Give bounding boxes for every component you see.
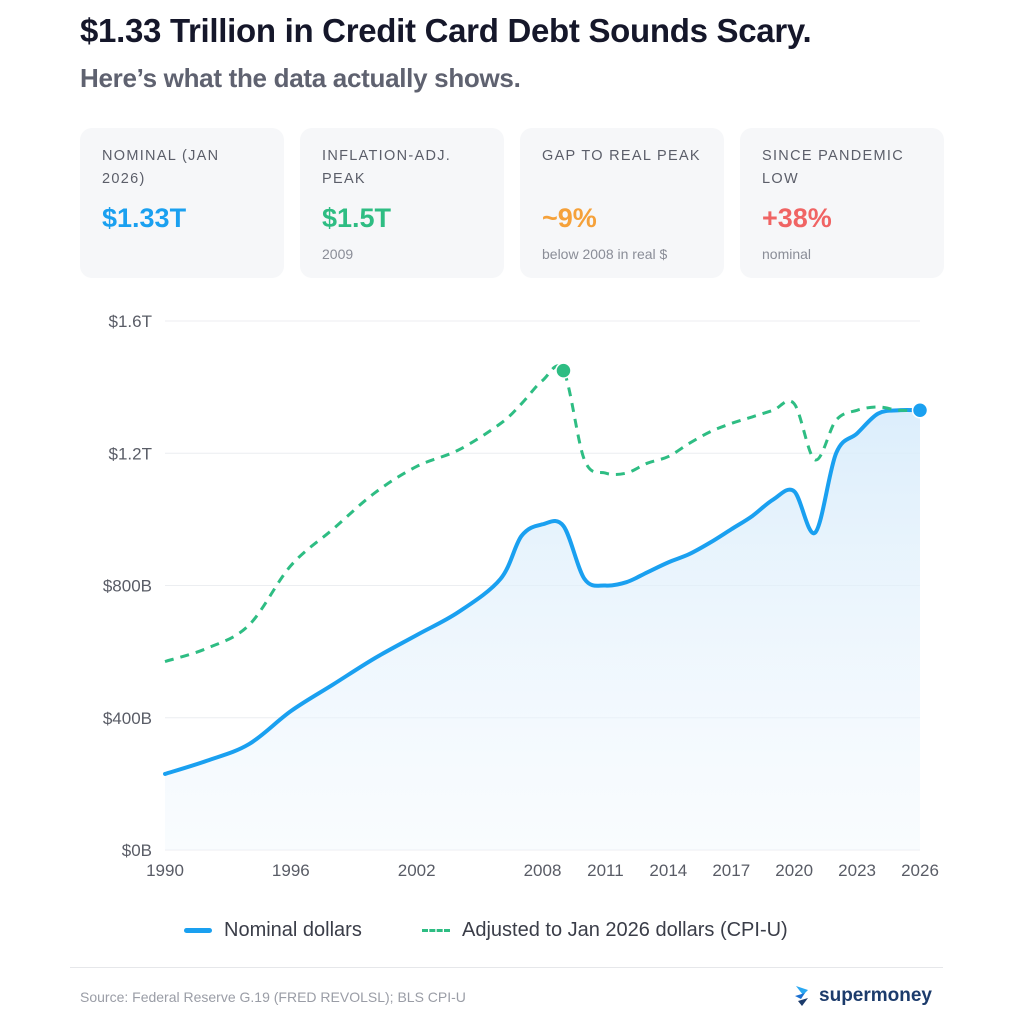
legend-dashed-line-icon (422, 929, 450, 932)
x-tick-label: 2014 (649, 861, 687, 880)
stat-card-label: SINCE PANDEMIC LOW (762, 148, 905, 187)
stat-card-label: GAP TO REAL PEAK (542, 148, 701, 164)
stat-card-since-low: SINCE PANDEMIC LOW +38% nominal (740, 128, 944, 278)
stat-card-note: 2009 (322, 246, 354, 262)
stat-card-value: ~9% (542, 203, 597, 233)
legend-item-adjusted: Adjusted to Jan 2026 dollars (CPI-U) (422, 919, 788, 942)
supermoney-logo-icon (795, 986, 809, 1006)
series-area-0 (165, 410, 920, 850)
y-tick-label: $400B (103, 709, 152, 728)
point-markers (555, 362, 929, 419)
x-tick-label: 2017 (712, 861, 750, 880)
stat-card-note: nominal (762, 246, 812, 262)
stat-card-label: INFLATION-ADJ. PEAK (322, 148, 452, 187)
y-axis-ticks: $0B $400B $800B $1.2T $1.6T (103, 312, 152, 860)
y-tick-label: $1.2T (109, 444, 152, 463)
stat-card-nominal: NOMINAL (JAN 2026) $1.33T (80, 128, 284, 278)
stat-card-note: below 2008 in real $ (542, 246, 668, 262)
stat-card-gap: GAP TO REAL PEAK ~9% below 2008 in real … (520, 128, 724, 278)
x-tick-label: 2011 (587, 861, 624, 880)
x-tick-label: 2023 (838, 861, 876, 880)
legend-solid-line-icon (184, 928, 212, 933)
line-chart: $0B $400B $800B $1.2T $1.6T 1990 1996 2002 2008… (103, 312, 939, 880)
stat-card-value: $1.5T (322, 203, 392, 233)
y-tick-label: $0B (122, 841, 152, 860)
x-axis-ticks: 1990 1996 2002 2008 2011 2014 2017 2020 2023 2026 (146, 861, 939, 880)
stat-card-label: NOMINAL (JAN 2026) (102, 148, 220, 187)
legend-item-nominal: Nominal dollars (184, 919, 362, 942)
page-subtitle: Here’s what the data actually shows. (80, 63, 521, 93)
source-note: Source: Federal Reserve G.19 (FRED REVOL… (80, 989, 466, 1005)
data-point-marker (555, 362, 572, 379)
page-title: $1.33 Trillion in Credit Card Debt Sound… (80, 12, 812, 49)
chart-legend: Nominal dollars Adjusted to Jan 2026 dol… (0, 919, 1024, 949)
y-tick-label: $800B (103, 577, 152, 596)
brand[interactable]: supermoney (792, 984, 932, 1008)
data-point-marker (911, 402, 929, 419)
stat-card-value: $1.33T (102, 203, 187, 233)
x-tick-label: 2020 (775, 861, 813, 880)
legend-label: Nominal dollars (224, 919, 362, 941)
series-lines (163, 364, 922, 776)
x-tick-label: 2002 (398, 861, 436, 880)
x-tick-label: 2008 (524, 861, 562, 880)
nominal-series-line (163, 408, 922, 776)
y-tick-label: $1.6T (109, 312, 152, 331)
x-tick-label: 1996 (272, 861, 310, 880)
brand-name: supermoney (819, 985, 932, 1006)
adjusted-series-line (164, 364, 921, 663)
stat-cards: NOMINAL (JAN 2026) $1.33T INFLATION-ADJ.… (80, 128, 944, 278)
area-fill (165, 410, 920, 850)
stat-card-inflation-peak: INFLATION-ADJ. PEAK $1.5T 2009 (300, 128, 504, 278)
x-tick-label: 2026 (901, 861, 939, 880)
footer-divider (70, 967, 943, 968)
stat-card-value: +38% (762, 203, 832, 233)
legend-label: Adjusted to Jan 2026 dollars (CPI-U) (462, 919, 788, 941)
x-tick-label: 1990 (146, 861, 184, 880)
